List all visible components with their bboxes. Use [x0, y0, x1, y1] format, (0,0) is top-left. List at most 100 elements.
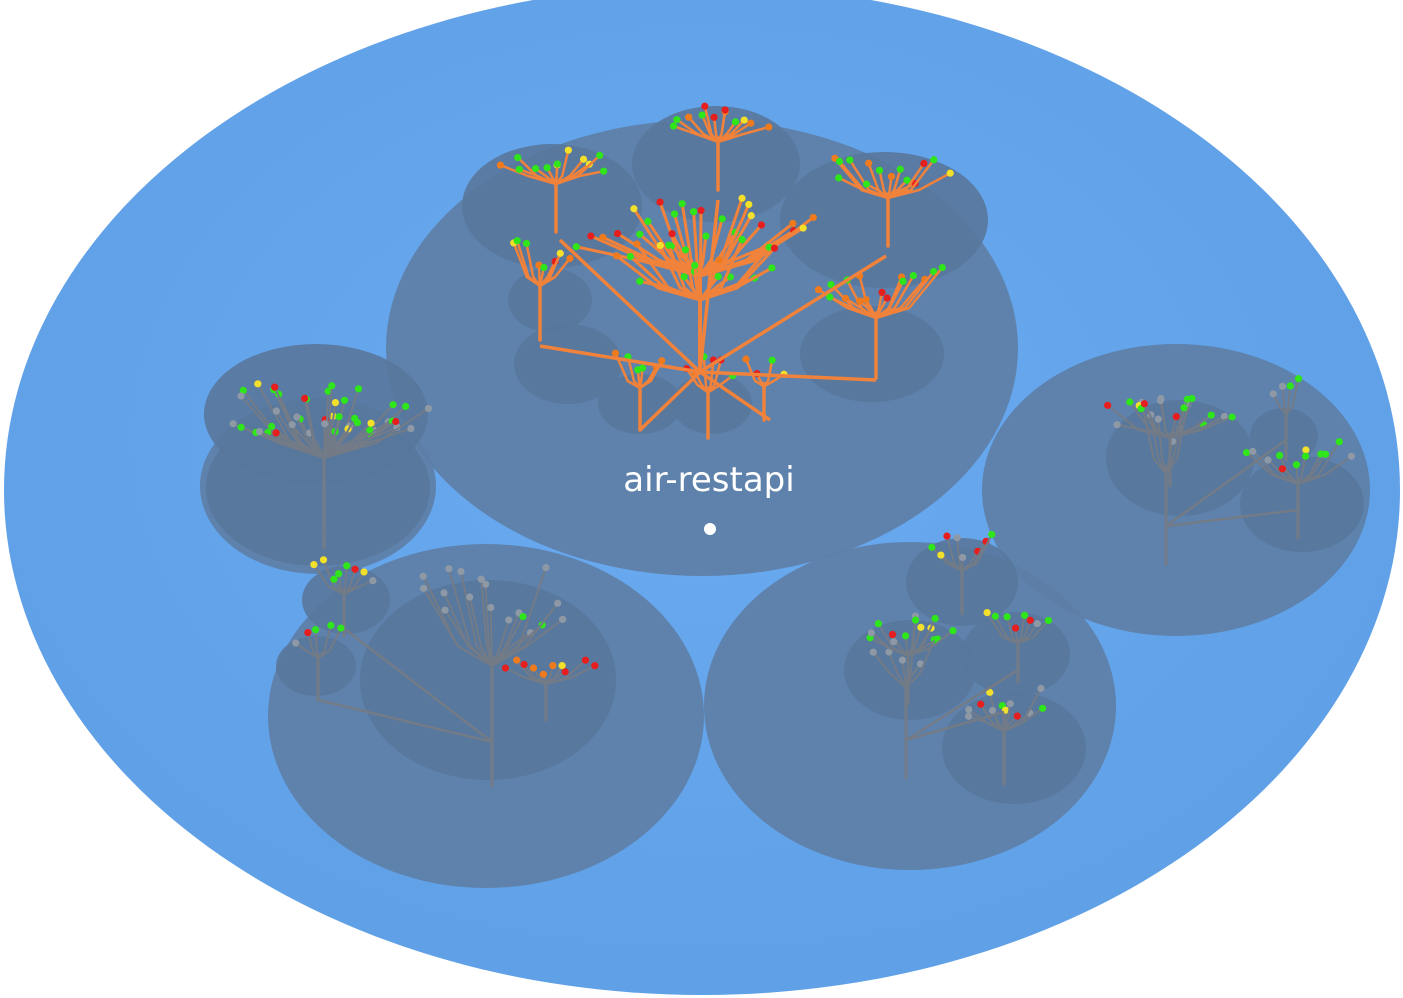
leaf-node[interactable]	[855, 297, 864, 305]
leaf-node[interactable]	[698, 111, 706, 119]
leaf-node[interactable]	[351, 414, 359, 422]
leaf-node[interactable]	[874, 620, 883, 628]
selected-component-marker[interactable]	[704, 523, 716, 535]
leaf-node[interactable]	[917, 623, 925, 631]
leaf-node[interactable]	[487, 603, 495, 612]
leaf-node[interactable]	[928, 543, 936, 551]
leaf-node[interactable]	[1033, 620, 1041, 628]
leaf-node[interactable]	[678, 200, 686, 208]
leaf-node[interactable]	[351, 565, 359, 573]
package-disk[interactable]	[276, 636, 356, 696]
leaf-node[interactable]	[742, 355, 750, 363]
leaf-node[interactable]	[715, 256, 723, 264]
leaf-node[interactable]	[1321, 450, 1330, 458]
leaf-node[interactable]	[636, 230, 644, 238]
leaf-node[interactable]	[656, 198, 664, 206]
leaf-node[interactable]	[883, 294, 891, 302]
leaf-node[interactable]	[354, 385, 363, 393]
package-disk[interactable]	[672, 374, 752, 434]
package-disk[interactable]	[360, 580, 616, 780]
leaf-node[interactable]	[613, 252, 621, 260]
leaf-node[interactable]	[1276, 451, 1284, 460]
leaf-node[interactable]	[930, 267, 938, 276]
leaf-node[interactable]	[532, 165, 540, 173]
leaf-node[interactable]	[670, 210, 679, 218]
leaf-node[interactable]	[867, 629, 876, 637]
leaf-node[interactable]	[445, 565, 453, 573]
leaf-node[interactable]	[229, 420, 237, 428]
leaf-node[interactable]	[1292, 461, 1301, 469]
leaf-node[interactable]	[826, 293, 834, 301]
leaf-node[interactable]	[668, 230, 676, 238]
leaf-node[interactable]	[799, 224, 807, 232]
leaf-node[interactable]	[809, 213, 817, 222]
leaf-node[interactable]	[937, 551, 945, 559]
leaf-node[interactable]	[747, 212, 755, 220]
package-disk[interactable]	[800, 306, 944, 402]
leaf-node[interactable]	[365, 426, 374, 434]
leaf-node[interactable]	[477, 575, 485, 583]
leaf-node[interactable]	[702, 232, 710, 240]
leaf-node[interactable]	[292, 639, 300, 647]
leaf-node[interactable]	[1113, 421, 1121, 429]
leaf-node[interactable]	[887, 172, 896, 181]
leaf-node[interactable]	[862, 180, 871, 188]
leaf-node[interactable]	[1037, 684, 1045, 693]
leaf-node[interactable]	[1294, 375, 1303, 383]
leaf-node[interactable]	[896, 165, 904, 173]
leaf-node[interactable]	[239, 386, 247, 394]
leaf-node[interactable]	[827, 280, 835, 289]
leaf-node[interactable]	[579, 155, 588, 163]
leaf-node[interactable]	[301, 394, 309, 402]
leaf-node[interactable]	[885, 648, 893, 656]
leaf-node[interactable]	[293, 413, 301, 421]
leaf-node[interactable]	[768, 356, 776, 364]
leaf-node[interactable]	[328, 382, 336, 390]
leaf-node[interactable]	[1249, 447, 1257, 455]
leaf-node[interactable]	[1140, 400, 1149, 408]
leaf-node[interactable]	[572, 243, 580, 251]
leaf-node[interactable]	[553, 160, 561, 168]
leaf-node[interactable]	[369, 577, 377, 585]
leaf-node[interactable]	[1188, 394, 1196, 403]
leaf-node[interactable]	[543, 164, 551, 172]
leaf-node[interactable]	[953, 534, 961, 542]
package-disk[interactable]	[780, 152, 988, 288]
leaf-node[interactable]	[540, 263, 548, 272]
leaf-node[interactable]	[522, 239, 531, 248]
leaf-node[interactable]	[726, 273, 735, 281]
leaf-node[interactable]	[680, 273, 688, 281]
leaf-node[interactable]	[747, 119, 755, 127]
leaf-node[interactable]	[626, 252, 634, 261]
leaf-node[interactable]	[770, 244, 779, 252]
leaf-node[interactable]	[846, 156, 854, 164]
leaf-node[interactable]	[496, 161, 505, 169]
leaf-node[interactable]	[611, 349, 619, 357]
leaf-node[interactable]	[600, 167, 608, 175]
leaf-node[interactable]	[965, 705, 973, 714]
leaf-node[interactable]	[441, 606, 449, 614]
leaf-node[interactable]	[690, 208, 698, 216]
leaf-node[interactable]	[505, 616, 513, 624]
leaf-node[interactable]	[466, 593, 474, 601]
leaf-node[interactable]	[343, 562, 351, 570]
leaf-node[interactable]	[389, 401, 397, 409]
leaf-node[interactable]	[869, 648, 877, 656]
leaf-node[interactable]	[1020, 611, 1029, 619]
leaf-node[interactable]	[1278, 465, 1287, 473]
package-disk[interactable]	[1250, 408, 1318, 464]
leaf-node[interactable]	[1039, 704, 1047, 712]
leaf-node[interactable]	[310, 560, 318, 569]
leaf-node[interactable]	[765, 123, 773, 131]
leaf-node[interactable]	[587, 232, 595, 240]
leaf-node[interactable]	[515, 165, 523, 173]
leaf-node[interactable]	[909, 272, 917, 280]
leaf-node[interactable]	[710, 113, 718, 121]
leaf-node[interactable]	[1269, 390, 1277, 398]
leaf-node[interactable]	[327, 621, 335, 629]
leaf-node[interactable]	[911, 616, 920, 624]
leaf-node[interactable]	[1172, 413, 1180, 421]
package-disk[interactable]	[462, 144, 642, 268]
leaf-node[interactable]	[360, 568, 368, 576]
leaf-node[interactable]	[878, 288, 886, 297]
